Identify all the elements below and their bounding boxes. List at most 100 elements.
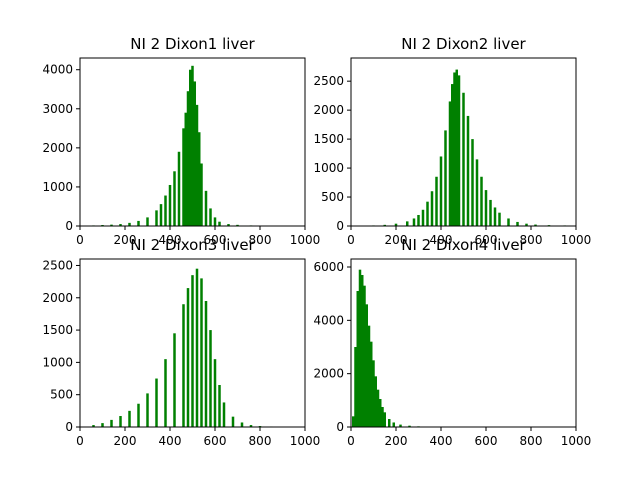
axes-frame-dixon4 [350, 258, 577, 428]
bar-dixon2 [451, 84, 454, 226]
bar-dixon4 [361, 275, 364, 427]
title-dixon4: NI 2 Dixon4 liver [401, 236, 526, 254]
bar-dixon3 [92, 425, 95, 427]
yticks-dixon1: 0 1000 2000 3000 4000 [42, 63, 80, 233]
y-tick-label-dixon1: 1000 [42, 180, 73, 194]
bar-dixon1 [227, 224, 230, 226]
bar-dixon3 [204, 301, 208, 427]
bar-dixon1 [146, 217, 149, 226]
bar-dixon3 [240, 422, 244, 427]
y-tick-label-dixon2: 2500 [313, 74, 344, 88]
bar-dixon3 [249, 425, 253, 427]
bar-dixon2 [394, 223, 398, 226]
axes-frame-dixon2 [350, 57, 577, 227]
bar-dixon2 [534, 224, 537, 226]
bar-dixon1 [110, 224, 113, 226]
bar-dixon2 [412, 218, 416, 226]
bar-dixon4 [399, 424, 402, 427]
bar-dixon3 [146, 393, 149, 427]
bar-dixon1 [218, 221, 221, 226]
bar-dixon2 [516, 221, 519, 226]
x-tick-label-dixon1: 600 [204, 233, 227, 247]
bar-dixon3 [164, 359, 167, 427]
subplot-dixon2: 0 200 400 600 800 1000 0 500 1000 1500 2000 2500 N… [313, 35, 591, 247]
bar-dixon1 [182, 128, 185, 226]
bar-dixon3 [173, 333, 176, 427]
bars-dixon1 [83, 65, 284, 227]
bar-dixon3 [222, 402, 226, 427]
bar-dixon2 [448, 101, 452, 226]
bar-dixon4 [356, 291, 359, 427]
bar-dixon2 [421, 209, 425, 226]
bar-dixon2 [457, 75, 461, 226]
xticks-dixon3: 0 200 400 600 800 1000 [76, 427, 320, 448]
y-tick-label-dixon2: 1000 [313, 161, 344, 175]
bar-dixon4 [381, 407, 384, 427]
bar-dixon2 [466, 115, 470, 226]
bar-dixon1 [209, 208, 212, 226]
bar-dixon3 [110, 419, 113, 427]
y-tick-label-dixon2: 1500 [313, 132, 344, 146]
x-tick-label-dixon1: 0 [76, 233, 84, 247]
bar-dixon1 [128, 222, 131, 226]
bars-dixon4 [352, 269, 443, 427]
x-tick-label-dixon1: 200 [114, 233, 137, 247]
subplot-dixon1: 0 200 400 600 800 1000 0 1000 2000 3000 4000 NI 2… [42, 35, 320, 247]
bar-dixon3 [191, 275, 194, 427]
bar-dixon3 [155, 378, 158, 427]
bar-dixon2 [498, 212, 501, 226]
y-tick-label-dixon1: 4000 [42, 63, 73, 77]
bar-dixon2 [489, 199, 492, 226]
x-tick-label-dixon2: 0 [347, 233, 355, 247]
bar-dixon2 [525, 223, 528, 226]
bar-dixon1 [204, 190, 208, 226]
bar-dixon1 [155, 210, 158, 226]
bar-dixon1 [173, 171, 176, 226]
bar-dixon2 [430, 191, 434, 226]
bar-dixon4 [352, 416, 355, 427]
bar-dixon4 [379, 399, 382, 427]
y-tick-label-dixon3: 2500 [42, 258, 73, 272]
x-tick-label-dixon3: 800 [249, 434, 272, 448]
x-tick-label-dixon3: 600 [204, 434, 227, 448]
bar-dixon4 [383, 412, 386, 427]
bar-dixon4 [367, 325, 371, 427]
y-tick-label-dixon4: 2000 [313, 367, 344, 381]
bar-dixon2 [475, 159, 479, 226]
bar-dixon1 [168, 184, 172, 226]
x-tick-label-dixon2: 800 [520, 233, 543, 247]
x-tick-label-dixon4: 600 [475, 434, 498, 448]
y-tick-label-dixon2: 500 [321, 190, 344, 204]
x-tick-label-dixon3: 200 [114, 434, 137, 448]
bar-dixon1 [164, 195, 167, 226]
bar-dixon2 [462, 92, 465, 226]
bar-dixon3 [195, 268, 199, 427]
y-tick-label-dixon3: 2000 [42, 291, 73, 305]
y-tick-label-dixon3: 1000 [42, 355, 73, 369]
bar-dixon3 [186, 288, 190, 427]
x-tick-label-dixon2: 1000 [561, 233, 592, 247]
bar-dixon2 [444, 130, 447, 226]
bar-dixon2 [484, 190, 488, 226]
bar-dixon1 [119, 224, 122, 226]
bar-dixon2 [493, 207, 497, 226]
bar-dixon2 [406, 221, 409, 226]
y-tick-label-dixon4: 0 [336, 420, 344, 434]
bar-dixon3 [200, 278, 203, 427]
x-tick-label-dixon1: 1000 [290, 233, 321, 247]
bar-dixon2 [383, 224, 386, 226]
x-tick-label-dixon2: 400 [430, 233, 453, 247]
bar-dixon2 [453, 72, 456, 226]
bar-dixon2 [435, 176, 438, 226]
yticks-dixon2: 0 500 1000 1500 2000 2500 [313, 74, 351, 233]
x-tick-label-dixon4: 1000 [561, 434, 592, 448]
y-tick-label-dixon1: 2000 [42, 141, 73, 155]
bar-dixon4 [358, 269, 362, 427]
x-tick-label-dixon3: 1000 [290, 434, 321, 448]
bar-dixon1 [195, 104, 199, 226]
bar-dixon3 [213, 359, 217, 427]
x-tick-label-dixon2: 600 [475, 233, 498, 247]
yticks-dixon3: 0 500 1000 1500 2000 2500 [42, 258, 80, 434]
bar-dixon3 [128, 410, 131, 427]
